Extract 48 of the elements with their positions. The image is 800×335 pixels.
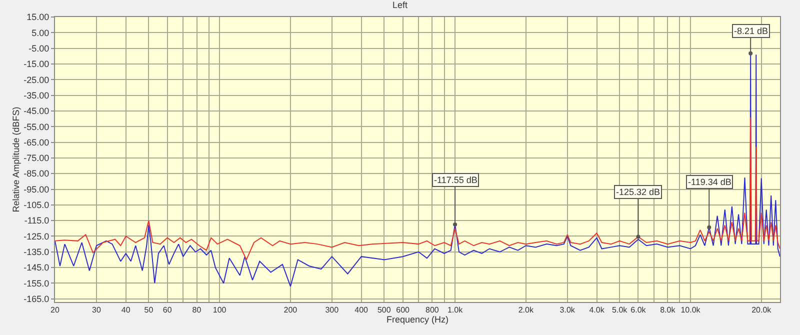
chart-title: Left [392,0,408,10]
y-tick-label: -55.00 [24,122,50,132]
y-tick-label: -145.0 [24,262,50,273]
x-tick-label: 800 [426,306,440,315]
y-tick-label: -75.00 [24,153,50,164]
y-tick-label: -85.00 [24,168,50,179]
x-tick-label: 8.0k [660,306,676,315]
y-tick-label: -155.0 [24,278,50,288]
x-tick-label: 6.0k [630,306,647,315]
y-tick-label: -95.00 [24,184,50,194]
annotation: -119.34 dB [688,177,732,187]
y-tick-label: -65.00 [24,137,50,148]
y-tick-label: -45.00 [24,106,50,116]
y-tick-label: -5.00 [28,43,50,54]
y-tick-label: -115.0 [24,216,50,226]
x-tick-label: 300 [325,306,340,315]
annotation: -8.21 dB [734,26,768,36]
x-tick-label: 80 [192,306,202,315]
x-tick-label: 60 [162,306,172,315]
x-tick-label: 600 [396,306,410,315]
y-tick-label: -165.0 [24,294,50,304]
x-tick-label: 1.0k [447,306,464,315]
y-tick-label: -135.0 [24,247,50,258]
x-tick-label: 500 [377,306,392,315]
annotation: -117.55 dB [434,175,478,185]
x-tick-label: 200 [284,306,298,315]
x-tick-label: 10.0k [680,306,702,315]
x-tick-label: 100 [212,306,227,315]
x-tick-label: 2.0k [518,306,534,315]
x-tick-label: 20.0k [752,306,772,315]
x-tick-label: 4.0k [589,306,606,315]
y-tick-label: 5.00 [32,28,50,38]
y-tick-label: -125.0 [24,231,50,242]
x-tick-label: 50 [144,306,154,315]
x-axis-title: Frequency (Hz) [386,314,449,325]
y-tick-label: 15.00 [26,12,50,22]
annotation: -125.32 dB [616,187,660,197]
x-tick-label: 30 [92,306,102,315]
x-tick-label: 20 [50,306,60,315]
y-tick-label: -15.00 [24,59,50,70]
x-tick-label: 400 [354,306,369,315]
y-tick-label: -35.00 [24,90,50,100]
x-tick-label: 40 [121,306,131,315]
x-tick-label: 5.0k [612,306,628,315]
y-tick-label: -105.0 [24,200,50,210]
y-tick-label: -25.00 [24,74,50,85]
x-tick-label: 3.0k [560,306,576,315]
y-axis-title: Relative Amplitude (dBFS) [11,106,22,212]
